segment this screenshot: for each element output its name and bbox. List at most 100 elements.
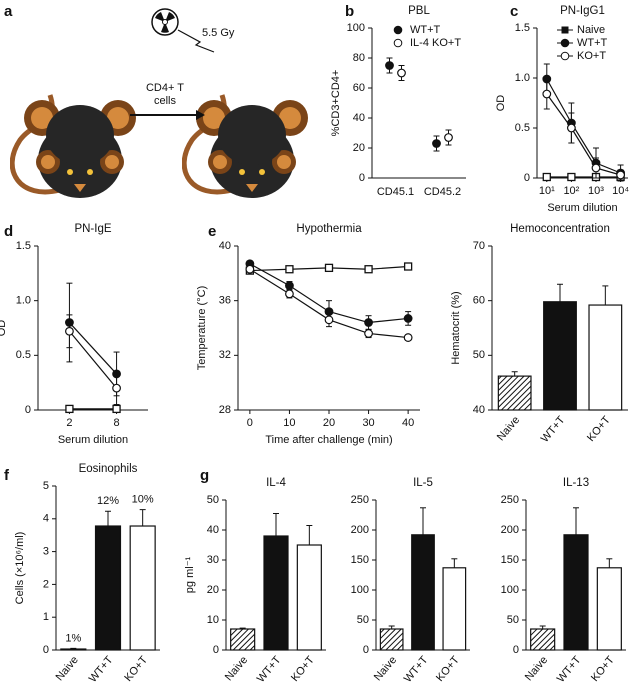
x-tick-label: 20 [323, 417, 335, 429]
x-tick-label: Naive [223, 654, 250, 683]
x-tick-label: Naive [523, 654, 550, 683]
y-tick-label: 50 [507, 614, 519, 626]
x-tick-label: WT+T [255, 654, 284, 685]
x-tick-label: WT+T [402, 654, 431, 685]
bar [497, 375, 532, 411]
series-line [546, 93, 621, 176]
point [444, 133, 453, 142]
x-axis-label: Time after challenge (min) [265, 434, 392, 446]
x-tick-label: KO+T [434, 654, 462, 684]
y-tick-label: 100 [351, 584, 369, 596]
y-tick-label: 50 [473, 349, 485, 361]
bar [263, 535, 289, 651]
point [567, 172, 576, 182]
bar [442, 567, 467, 651]
x-tick-label: 10² [563, 185, 579, 197]
x-tick-label: KO+T [589, 654, 617, 684]
y-tick-label: 100 [501, 584, 519, 596]
legend-label: IL-4 KO+T [410, 37, 461, 49]
y-tick-label: 1.0 [16, 295, 31, 307]
bar-annotation: 1% [65, 632, 81, 644]
x-tick-label: Naive [495, 414, 522, 443]
point [364, 329, 373, 338]
transfer-label: cells [154, 95, 177, 107]
y-tick-label: 200 [501, 524, 519, 536]
panel-letter: d [4, 223, 13, 240]
y-tick-label: 200 [351, 524, 369, 536]
y-tick-label: 40 [353, 112, 365, 124]
series-line [546, 78, 621, 174]
y-tick-label: 20 [207, 584, 219, 596]
y-tick-label: 0 [524, 172, 530, 184]
legend-marker [561, 26, 569, 34]
x-tick-label: 30 [362, 417, 374, 429]
y-tick-label: 2 [43, 578, 49, 590]
y-tick-label: 5 [43, 480, 49, 492]
x-tick-label: Naive [54, 654, 81, 683]
legend-label: KO+T [577, 50, 606, 62]
x-tick-label: WT+T [539, 414, 568, 445]
y-axis-label: OD [495, 95, 507, 112]
point [324, 315, 334, 325]
bar-annotation: 10% [132, 494, 154, 506]
chart-title: PN-IgG1 [560, 5, 605, 17]
point [542, 172, 551, 182]
y-tick-label: 32 [219, 349, 231, 361]
y-tick-label: 1.5 [16, 240, 31, 252]
y-tick-label: 40 [207, 524, 219, 536]
point [364, 265, 373, 274]
y-tick-label: 60 [353, 82, 365, 94]
x-tick-label: KO+T [585, 414, 613, 444]
y-tick-label: 36 [219, 295, 231, 307]
series-line [68, 330, 118, 389]
x-axis-label: Serum dilution [58, 434, 128, 446]
bar [129, 525, 156, 651]
bar [596, 567, 622, 651]
recipient-mouse [184, 95, 308, 198]
x-tick-label: 10³ [588, 185, 604, 197]
point [403, 314, 413, 323]
point [432, 139, 441, 148]
y-tick-label: 50 [207, 494, 219, 506]
point [542, 89, 552, 99]
y-axis-label: pg ml⁻¹ [184, 556, 196, 593]
diagram-panel: a CD45.1 (il4+/+) WT or IL-4 KO CD4+ T c… [4, 3, 308, 198]
donor-label: CD45.1 [61, 74, 98, 86]
y-tick-label: 250 [501, 494, 519, 506]
y-tick-label: 0 [513, 644, 519, 656]
y-axis-label: Cells (×10⁶/ml) [14, 532, 26, 605]
y-tick-label: 40 [219, 240, 231, 252]
x-tick-label: 40 [402, 417, 414, 429]
x-tick-label: WT+T [87, 654, 116, 685]
y-tick-label: 0 [25, 404, 31, 416]
y-tick-label: 40 [473, 404, 485, 416]
legend-label: WT+T [410, 24, 441, 36]
y-tick-label: 28 [219, 404, 231, 416]
bar [530, 628, 556, 651]
transfer-label: CD4+ T [146, 82, 184, 94]
bar [588, 304, 623, 411]
point [285, 281, 294, 291]
chart-title: PBL [408, 5, 430, 17]
y-tick-label: 10 [207, 614, 219, 626]
y-tick-label: 0 [359, 172, 365, 184]
y-tick-label: 50 [357, 614, 369, 626]
point [397, 68, 406, 78]
panel-letter: b [345, 3, 354, 20]
x-tick-label: 8 [114, 417, 120, 429]
panel-letter: e [208, 223, 216, 240]
bar [60, 648, 87, 651]
y-tick-label: 0.5 [515, 122, 530, 134]
bar [563, 534, 589, 651]
bar [411, 534, 435, 651]
panel-letter: g [200, 467, 209, 484]
y-tick-label: 1.5 [515, 22, 530, 34]
bar [230, 628, 256, 651]
y-tick-label: 150 [351, 554, 369, 566]
bar [94, 525, 122, 651]
point [566, 123, 576, 133]
point [591, 163, 601, 173]
y-tick-label: 100 [347, 22, 365, 34]
chart-title: Eosinophils [79, 463, 138, 475]
